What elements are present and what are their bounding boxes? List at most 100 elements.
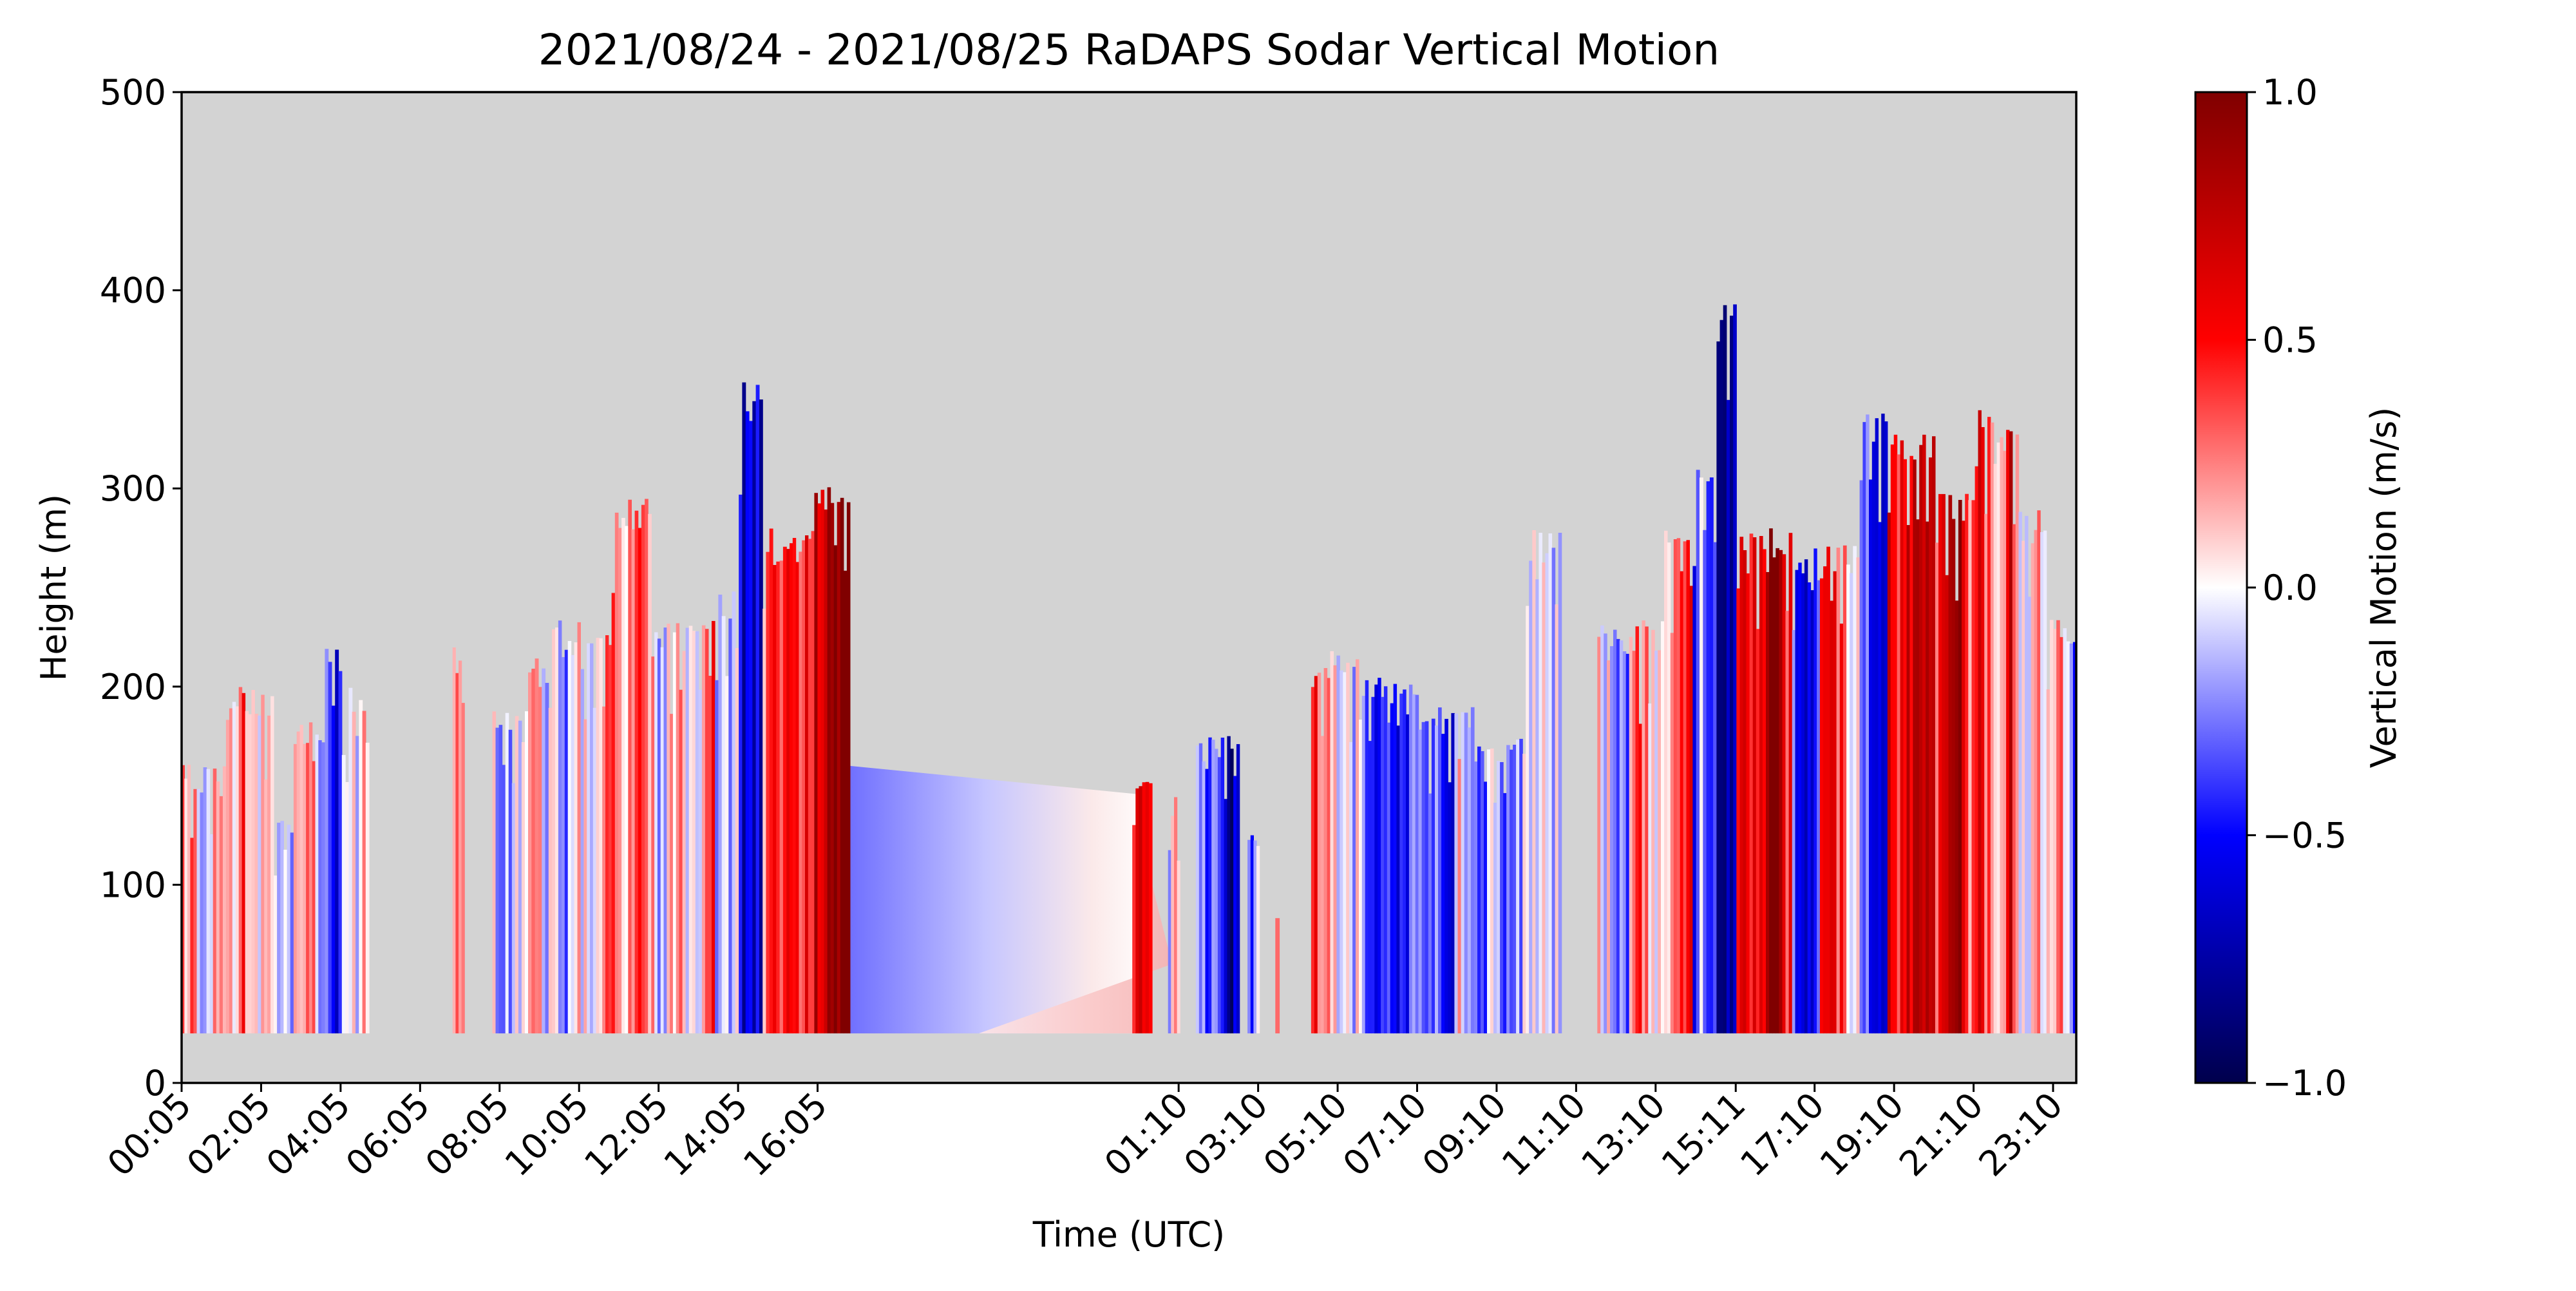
x-tick-label: 11:10 [1494, 1085, 1594, 1185]
heatmap-stripe [1752, 537, 1757, 1034]
heatmap-stripe [1881, 414, 1885, 1034]
heatmap-stripe [1642, 620, 1645, 1034]
heatmap-stripe [1833, 571, 1837, 1034]
colorbar-label: Vertical Motion (m/s) [2363, 407, 2404, 769]
heatmap-stripe [648, 513, 652, 1034]
x-tick-label: 15:11 [1654, 1085, 1754, 1185]
heatmap-stripe [564, 649, 569, 1034]
x-tick-label: 23:10 [1971, 1085, 2071, 1185]
heatmap-stripe [511, 783, 516, 1034]
heatmap-stripe [1217, 757, 1222, 1034]
heatmap-stripe [1343, 672, 1347, 1034]
heatmap-stripe [1739, 537, 1744, 1034]
heatmap-stripe [773, 565, 777, 1034]
heatmap-stripe [1205, 769, 1209, 1034]
heatmap-stripe [2063, 628, 2067, 1034]
heatmap-stripe [1664, 530, 1668, 1034]
x-tick-label: 06:05 [338, 1085, 438, 1185]
heatmap-stripe [1473, 761, 1478, 1034]
heatmap-stripe [459, 660, 462, 1034]
heatmap-stripe [708, 676, 712, 1034]
heatmap-stripe [1510, 749, 1513, 1034]
gap-interpolated-lower [978, 885, 1172, 1034]
heatmap-stripe [1168, 850, 1171, 1034]
heatmap-stripe [1600, 625, 1604, 1034]
heatmap-stripe [2003, 450, 2007, 1034]
heatmap-stripe [802, 540, 806, 1034]
heatmap-stripe [216, 781, 220, 1034]
heatmap-stripe [1327, 678, 1331, 1034]
heatmap-stripe [1220, 738, 1225, 1034]
heatmap-stripe [1387, 722, 1391, 1034]
heatmap-stripe [766, 551, 770, 1034]
heatmap-stripe [1490, 748, 1494, 1034]
heatmap-stripe [795, 562, 799, 1034]
heatmap-stripe [1673, 539, 1678, 1034]
heatmap-stripe [701, 625, 706, 1034]
heatmap-stripe [1352, 667, 1356, 1034]
x-axis: 00:0502:0504:0506:0508:0510:0512:0514:05… [100, 1083, 2071, 1185]
heatmap-stripe [1139, 786, 1143, 1034]
colorbar-tick-label: −1.0 [2262, 1063, 2347, 1104]
heatmap-stripe [1779, 550, 1783, 1034]
heatmap-stripe [651, 656, 655, 1034]
heatmap-stripe [654, 632, 658, 1034]
heatmap-stripe [1706, 481, 1710, 1034]
heatmap-stripe [728, 618, 733, 1034]
heatmap-stripe [718, 595, 723, 1034]
heatmap-stripe [2060, 636, 2063, 1034]
heatmap-stripe [580, 669, 584, 1034]
heatmap-stripe [242, 693, 246, 1034]
heatmap-stripe [1558, 533, 1562, 1034]
heatmap-stripe [238, 687, 243, 1034]
heatmap-stripe [657, 638, 661, 1034]
heatmap-stripe [692, 631, 696, 1034]
heatmap-stripe [769, 528, 773, 1034]
heatmap-stripe [1853, 546, 1857, 1034]
heatmap-stripe [1667, 542, 1671, 1034]
heatmap-stripe [1349, 741, 1353, 1034]
y-tick-label: 0 [144, 1063, 166, 1104]
heatmap-stripe [2053, 629, 2057, 1034]
heatmap-stripe [184, 778, 188, 1034]
heatmap-stripe [1368, 741, 1372, 1034]
heatmap-stripe [1945, 575, 1949, 1034]
heatmap-stripe [641, 504, 645, 1034]
heatmap-stripe [1795, 569, 1799, 1034]
heatmap-stripe [1700, 477, 1703, 1034]
heatmap-stripe [685, 627, 690, 1034]
heatmap-stripe [660, 647, 665, 1034]
heatmap-stripe [1247, 839, 1251, 1034]
heatmap-stripe [492, 711, 497, 1034]
heatmap-stripe [1830, 600, 1833, 1034]
heatmap-stripe [545, 683, 549, 1034]
heatmap-stripe [1958, 500, 1962, 1034]
heatmap-stripe [348, 687, 353, 1034]
heatmap-stripe [1610, 646, 1614, 1034]
plot-frame [180, 91, 2078, 1084]
heatmap-stripe [1878, 522, 1882, 1034]
heatmap-stripe [1555, 604, 1559, 1034]
heatmap-stripe [1792, 630, 1796, 1034]
heatmap-stripe [608, 645, 612, 1034]
x-tick-label: 03:10 [1176, 1085, 1276, 1185]
heatmap-stripe [1756, 629, 1760, 1034]
heatmap-stripe [833, 545, 838, 1034]
heatmap-stripe [1919, 445, 1923, 1034]
heatmap-stripe [1390, 703, 1394, 1034]
heatmap-stripe [1457, 759, 1462, 1034]
heatmap-stripe [1955, 600, 1959, 1034]
heatmap-stripe [1913, 459, 1917, 1034]
heatmap-stripe [1804, 559, 1808, 1034]
heatmap-stripe [587, 643, 591, 1034]
heatmap-stripe [1692, 566, 1697, 1034]
heatmap-stripe [695, 631, 699, 1034]
heatmap-stripe [193, 789, 197, 1034]
heatmap-stripe [1513, 745, 1517, 1034]
heatmap-stripe [331, 705, 336, 1034]
heatmap-stripe [187, 765, 191, 1034]
heatmap-stripe [1233, 776, 1237, 1034]
heatmap-stripe [1548, 533, 1553, 1034]
colorbar: −1.0 −0.5 0.0 0.5 1.0 Vertical Motion (m/s) [2194, 72, 2404, 1104]
heatmap-stripe [676, 623, 680, 1034]
